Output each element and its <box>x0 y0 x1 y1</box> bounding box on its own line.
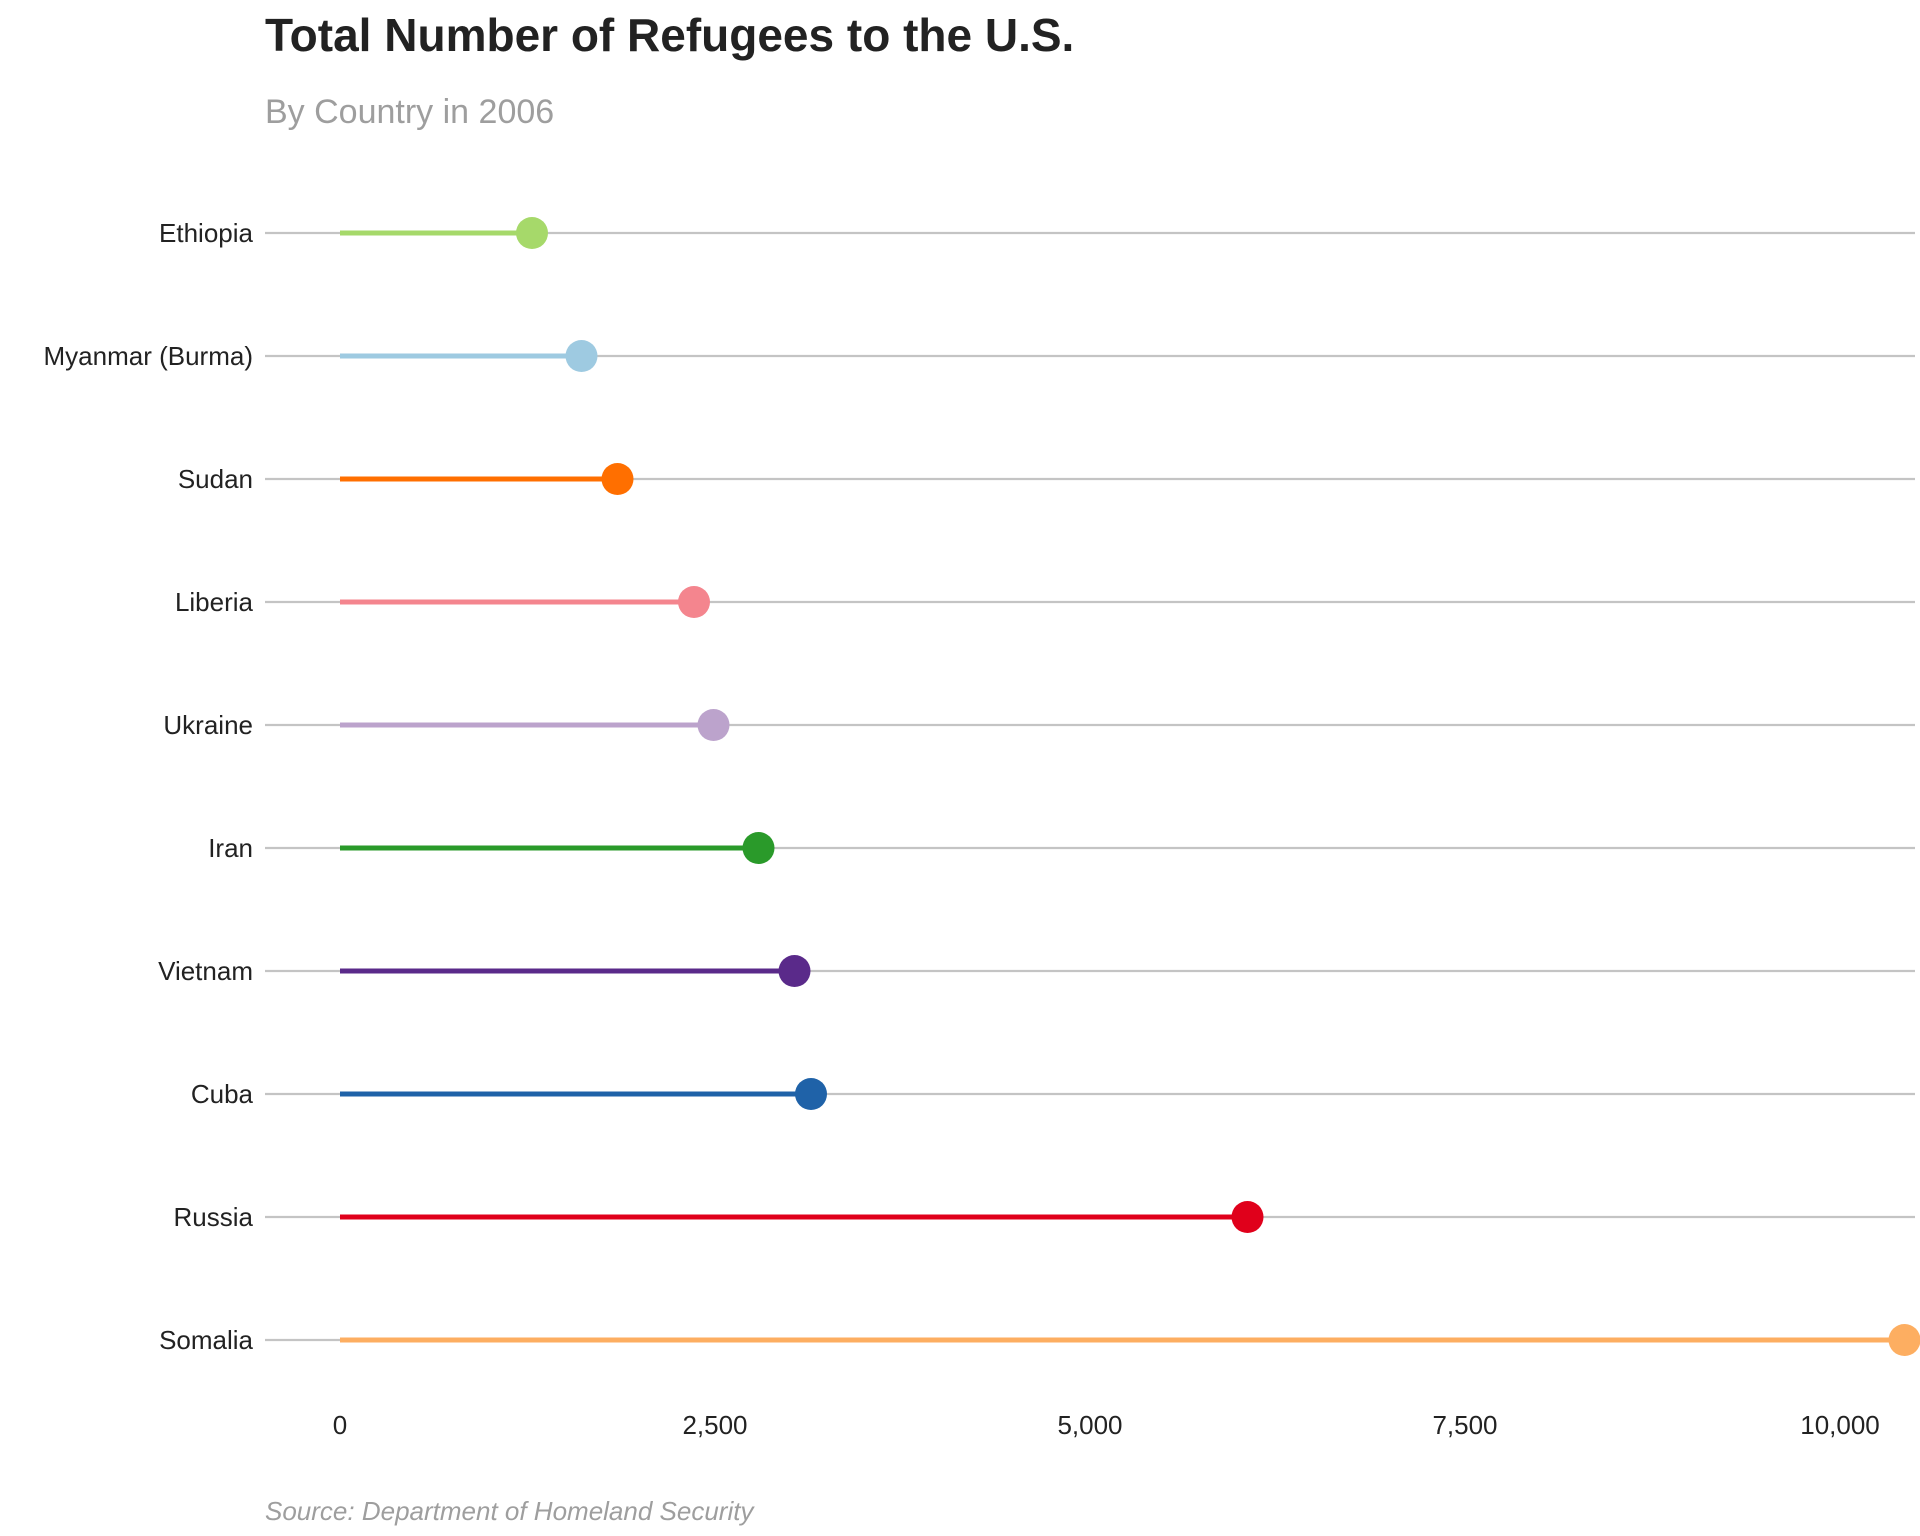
chart-caption: Source: Department of Homeland Security <box>265 1496 754 1526</box>
category-label-iran: Iran <box>208 833 253 863</box>
x-tick-label: 7,500 <box>1432 1410 1497 1440</box>
category-labels: Ethiopia Myanmar (Burma) Sudan Liberia Ukrai… <box>44 218 254 1355</box>
point-russia <box>1231 1201 1264 1233</box>
category-label-ukraine: Ukraine <box>163 710 253 740</box>
x-tick-label: 5,000 <box>1057 1410 1122 1440</box>
x-tick-label: 10,000 <box>1800 1410 1880 1440</box>
category-label-russia: Russia <box>174 1202 254 1232</box>
grid-lines <box>265 231 1915 1342</box>
point-somalia <box>1888 1324 1920 1356</box>
x-tick-label: 0 <box>333 1410 347 1440</box>
point-vietnam <box>778 955 811 987</box>
chart-subtitle: By Country in 2006 <box>265 93 555 131</box>
category-label-myanmar-burma: Myanmar (Burma) <box>44 341 253 371</box>
x-tick-label: 2,500 <box>682 1410 747 1440</box>
point-liberia <box>678 586 710 618</box>
point-ukraine <box>697 709 730 741</box>
point-cuba <box>795 1078 827 1110</box>
lollipop-marks <box>340 217 1920 1356</box>
category-label-ethiopia: Ethiopia <box>159 218 253 248</box>
category-label-sudan: Sudan <box>178 464 253 494</box>
category-label-liberia: Liberia <box>175 587 254 617</box>
point-ethiopia <box>516 217 548 249</box>
chart-title: Total Number of Refugees to the U.S. <box>265 9 1075 61</box>
category-label-somalia: Somalia <box>159 1325 253 1355</box>
category-label-cuba: Cuba <box>191 1079 254 1109</box>
point-iran <box>742 832 775 864</box>
point-sudan <box>601 463 634 495</box>
category-label-vietnam: Vietnam <box>158 956 253 986</box>
x-axis-ticks: 0 2,500 5,000 7,500 10,000 <box>333 1410 1880 1440</box>
point-myanmar-burma <box>565 340 598 372</box>
